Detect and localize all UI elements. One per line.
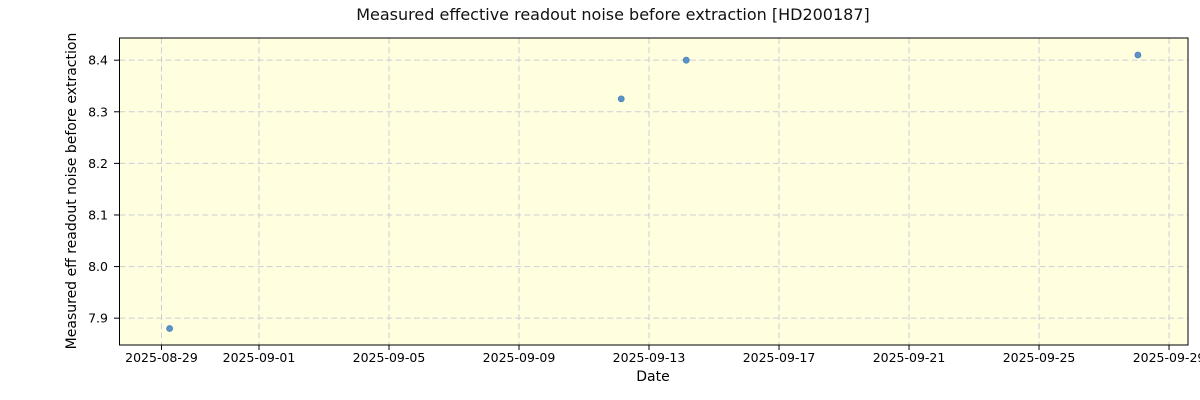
x-axis-label: Date: [636, 369, 670, 385]
y-tick-label: 8.4: [88, 53, 108, 68]
chart-title: Measured effective readout noise before …: [356, 5, 870, 24]
x-tick-label: 2025-09-17: [743, 350, 816, 365]
y-tick-label: 8.1: [88, 207, 108, 222]
x-tick-label: 2025-09-09: [483, 350, 556, 365]
y-tick-label: 7.9: [88, 311, 108, 326]
plot-border: [119, 37, 1189, 346]
y-tick-label: 8.2: [88, 156, 108, 171]
x-tick-label: 2025-08-29: [125, 350, 198, 365]
x-tick-label: 2025-09-01: [223, 350, 296, 365]
data-point: [682, 56, 690, 64]
plot-area: [119, 38, 1188, 345]
x-tick-label: 2025-09-05: [353, 350, 426, 365]
y-axis-label: Measured eff readout noise before extrac…: [64, 32, 80, 350]
x-tick-label: 2025-09-29: [1133, 350, 1200, 365]
data-point: [617, 95, 625, 103]
x-tick-label: 2025-09-25: [1003, 350, 1076, 365]
x-tick-label: 2025-09-13: [613, 350, 686, 365]
data-point: [1134, 51, 1142, 59]
data-point: [166, 325, 174, 332]
x-tick-label: 2025-09-21: [873, 350, 946, 365]
y-tick-label: 8.0: [88, 259, 108, 274]
y-tick-label: 8.3: [88, 104, 108, 119]
